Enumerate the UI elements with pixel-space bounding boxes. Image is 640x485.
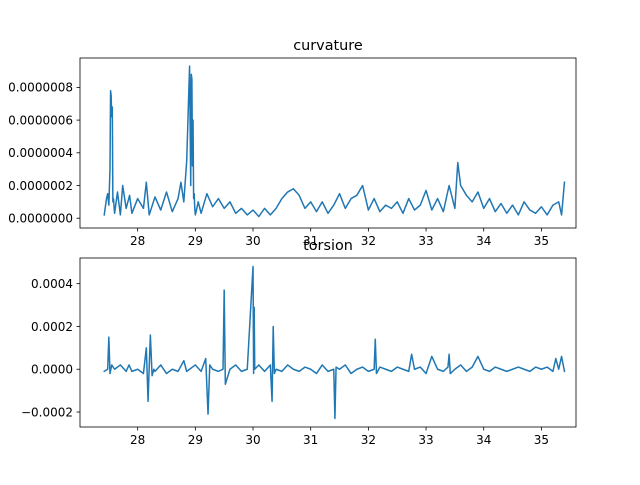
chart-2-x-tick-label: 29 [188, 433, 203, 447]
chart-2-x-tick-label: 28 [130, 433, 145, 447]
chart-2-y-tick-label: 0.0002 [31, 320, 73, 334]
chart-2-x-tick-label: 31 [303, 433, 318, 447]
chart-1-x-tick-label: 35 [534, 234, 549, 248]
chart-2-x-tick-label: 30 [245, 433, 260, 447]
chart-1-y-tick-label: 0.0000006 [8, 113, 73, 127]
chart-2-axes-frame [79, 257, 577, 428]
chart-1-x-tick-label: 34 [476, 234, 491, 248]
chart-1-x-tick-label: 32 [361, 234, 376, 248]
chart-2-y-tick-label: 0.0004 [31, 277, 73, 291]
chart-1-x-tick-label: 29 [188, 234, 203, 248]
chart-1-series-line-1 [103, 65, 566, 218]
chart-2-series-line-1 [103, 265, 566, 420]
chart-2-x-tick-label: 35 [534, 433, 549, 447]
chart-2-x-tick-label: 32 [361, 433, 376, 447]
chart-1-x-tick-label: 28 [130, 234, 145, 248]
chart-2-y-tick-label: 0.0000 [31, 363, 73, 377]
chart-1-title: curvature [293, 38, 363, 54]
chart-1-axes-frame [79, 57, 577, 229]
chart-1-x-tick-label: 31 [303, 234, 318, 248]
chart-2-x-tick-label: 34 [476, 433, 491, 447]
chart-2-y-tick-label: −0.0002 [21, 405, 73, 419]
chart-2-x-tick-label: 33 [418, 433, 433, 447]
chart-2-title: torsion [303, 238, 353, 254]
chart-1-y-tick-label: 0.0000004 [8, 146, 73, 160]
chart-1-y-tick-label: 0.0000002 [8, 179, 73, 193]
chart-1-x-tick-label: 30 [245, 234, 260, 248]
chart-1-y-tick-label: 0.0000008 [8, 81, 73, 95]
chart-1-x-tick-label: 33 [418, 234, 433, 248]
chart-1-y-tick-label: 0.0000000 [8, 211, 73, 225]
